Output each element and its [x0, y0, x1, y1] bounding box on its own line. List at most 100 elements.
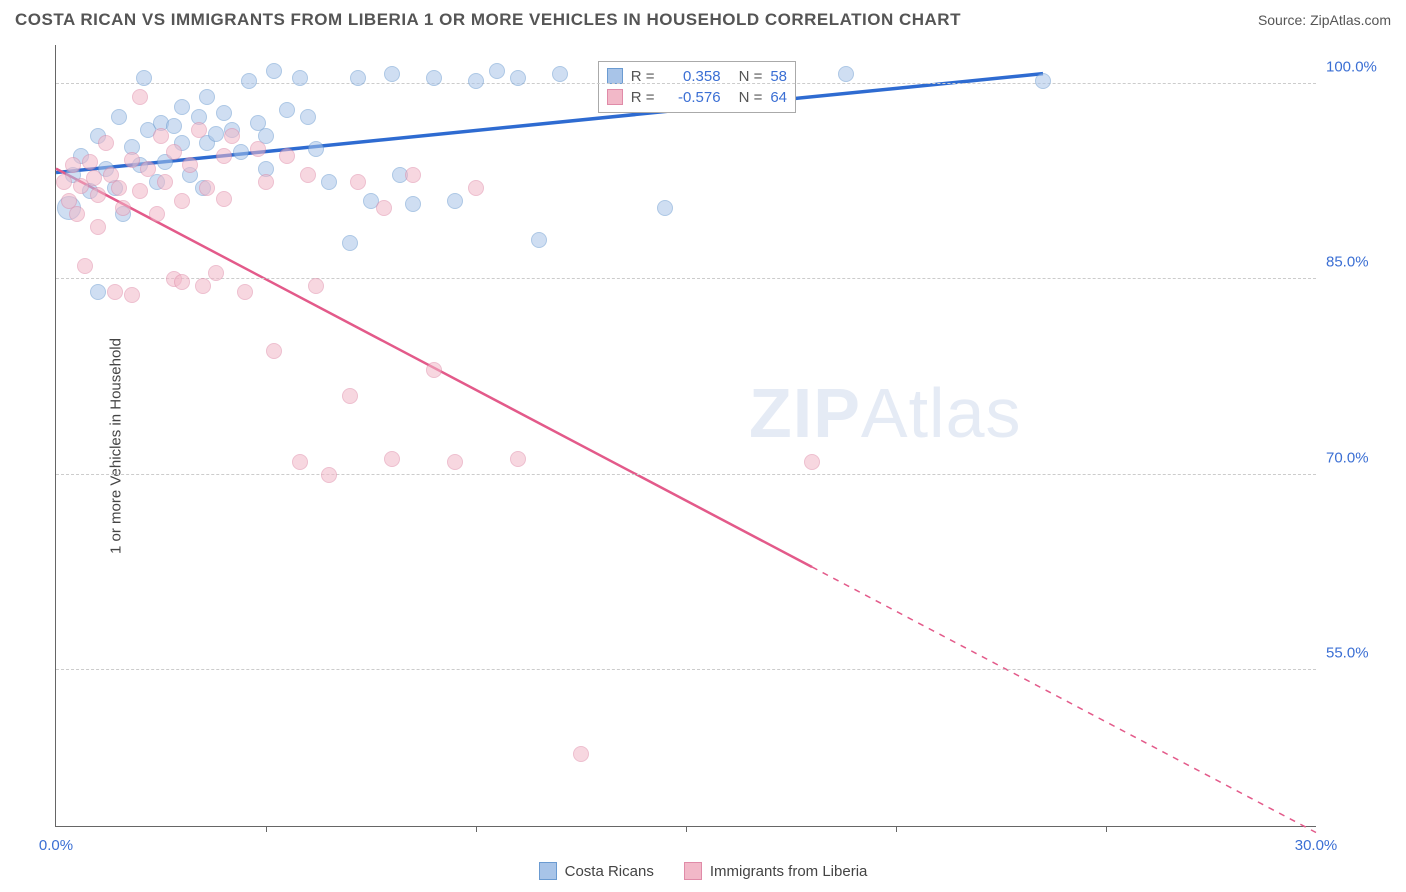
data-point [90, 219, 106, 235]
data-point [82, 154, 98, 170]
scatter-chart: ZIPAtlas R =0.358N =58R =-0.576N =64 55.… [55, 45, 1316, 827]
data-point [216, 148, 232, 164]
data-point [657, 200, 673, 216]
data-point [124, 287, 140, 303]
legend-label: Costa Ricans [565, 863, 654, 880]
data-point [308, 141, 324, 157]
data-point [224, 128, 240, 144]
stats-r-value: 0.358 [663, 68, 721, 85]
data-point [216, 191, 232, 207]
data-point [350, 174, 366, 190]
legend-swatch [684, 862, 702, 880]
data-point [321, 174, 337, 190]
data-point [300, 167, 316, 183]
data-point [174, 193, 190, 209]
data-point [208, 265, 224, 281]
data-point [468, 180, 484, 196]
trend-lines [56, 45, 1316, 826]
data-point [489, 63, 505, 79]
data-point [350, 70, 366, 86]
data-point [405, 167, 421, 183]
gridline [56, 669, 1316, 670]
data-point [136, 70, 152, 86]
stats-row: R =-0.576N =64 [607, 87, 787, 108]
data-point [174, 274, 190, 290]
data-point [321, 467, 337, 483]
data-point [56, 174, 72, 190]
data-point [279, 148, 295, 164]
data-point [241, 73, 257, 89]
data-point [376, 200, 392, 216]
stats-n-value: 58 [770, 68, 787, 85]
data-point [124, 152, 140, 168]
stats-n-label: N = [739, 89, 763, 106]
data-point [250, 141, 266, 157]
legend-item: Costa Ricans [539, 862, 654, 880]
data-point [468, 73, 484, 89]
data-point [98, 135, 114, 151]
stats-r-value: -0.576 [663, 89, 721, 106]
y-tick-label: 85.0% [1326, 254, 1396, 271]
data-point [107, 284, 123, 300]
data-point [153, 128, 169, 144]
data-point [426, 70, 442, 86]
data-point [115, 200, 131, 216]
data-point [111, 180, 127, 196]
stats-box: R =0.358N =58R =-0.576N =64 [598, 61, 796, 113]
stats-n-label: N = [739, 68, 763, 85]
data-point [804, 454, 820, 470]
data-point [384, 66, 400, 82]
data-point [69, 206, 85, 222]
data-point [199, 89, 215, 105]
data-point [266, 63, 282, 79]
data-point [191, 122, 207, 138]
gridline [56, 278, 1316, 279]
x-tick-mark [896, 826, 897, 832]
data-point [195, 278, 211, 294]
data-point [308, 278, 324, 294]
data-point [384, 451, 400, 467]
legend-item: Immigrants from Liberia [684, 862, 868, 880]
stats-swatch [607, 89, 623, 105]
source-name: ZipAtlas.com [1310, 12, 1391, 28]
data-point [149, 206, 165, 222]
data-point [342, 388, 358, 404]
data-point [510, 70, 526, 86]
source-prefix: Source: [1258, 12, 1310, 28]
data-point [292, 70, 308, 86]
data-point [447, 454, 463, 470]
data-point [166, 144, 182, 160]
data-point [279, 102, 295, 118]
x-tick-mark [1106, 826, 1107, 832]
data-point [86, 170, 102, 186]
data-point [182, 157, 198, 173]
x-tick-label: 30.0% [1295, 837, 1338, 854]
data-point [233, 144, 249, 160]
chart-header: COSTA RICAN VS IMMIGRANTS FROM LIBERIA 1… [15, 10, 1391, 30]
data-point [342, 235, 358, 251]
chart-source: Source: ZipAtlas.com [1258, 12, 1391, 28]
data-point [258, 174, 274, 190]
chart-legend: Costa Ricans Immigrants from Liberia [0, 862, 1406, 880]
data-point [199, 180, 215, 196]
data-point [300, 109, 316, 125]
data-point [447, 193, 463, 209]
data-point [426, 362, 442, 378]
stats-n-value: 64 [770, 89, 787, 106]
data-point [90, 187, 106, 203]
legend-swatch [539, 862, 557, 880]
data-point [510, 451, 526, 467]
trend-line-dashed [812, 567, 1316, 833]
data-point [111, 109, 127, 125]
data-point [573, 746, 589, 762]
y-tick-label: 100.0% [1326, 59, 1396, 76]
legend-label: Immigrants from Liberia [710, 863, 868, 880]
data-point [77, 258, 93, 274]
data-point [208, 126, 224, 142]
data-point [132, 89, 148, 105]
data-point [838, 66, 854, 82]
stats-r-label: R = [631, 68, 655, 85]
data-point [531, 232, 547, 248]
data-point [552, 66, 568, 82]
chart-title: COSTA RICAN VS IMMIGRANTS FROM LIBERIA 1… [15, 10, 961, 30]
